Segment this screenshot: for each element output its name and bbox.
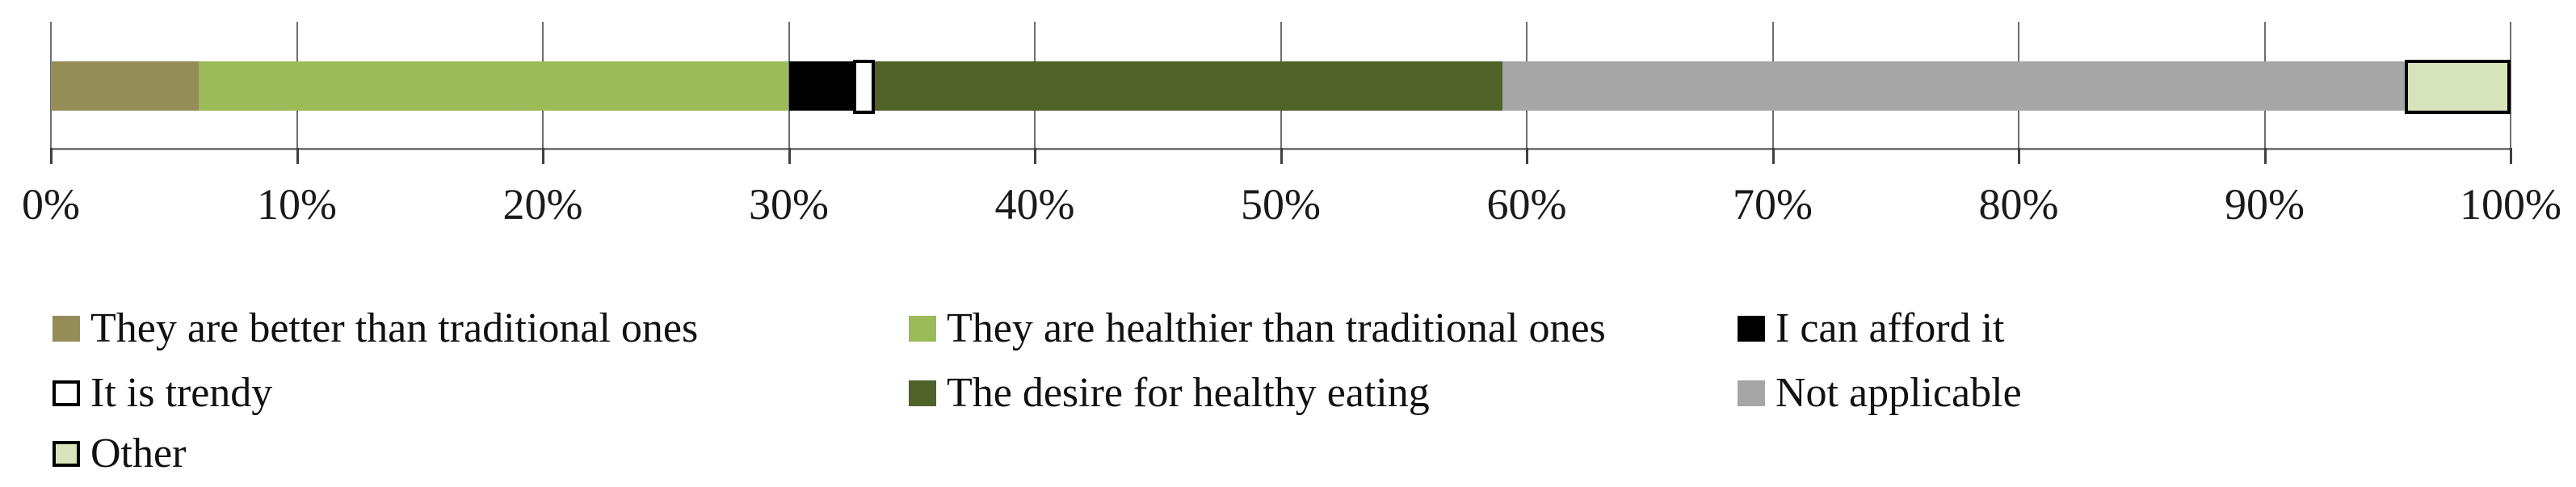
legend-item: It is trendy xyxy=(53,372,272,414)
bar-segment xyxy=(852,60,876,114)
legend-swatch xyxy=(1738,380,1765,406)
legend-label: Not applicable xyxy=(1775,370,2022,416)
axis-tick-label: 90% xyxy=(2225,180,2305,229)
bar-segment xyxy=(51,61,199,111)
legend-label: They are better than traditional ones xyxy=(90,305,699,351)
legend-item: They are better than traditional ones xyxy=(53,308,698,350)
axis-tick xyxy=(2263,148,2267,164)
axis-tick-label: 20% xyxy=(502,180,583,229)
axis-tick-label: 70% xyxy=(1733,180,1813,229)
axis-tick-label: 10% xyxy=(257,180,337,229)
legend-swatch xyxy=(1738,316,1765,342)
axis-tick xyxy=(50,148,53,164)
gridline xyxy=(2510,22,2511,148)
axis-tick xyxy=(1526,148,1528,164)
legend-label: The desire for healthy eating xyxy=(947,370,1430,416)
bar-segment xyxy=(198,61,789,111)
axis-tick xyxy=(542,148,544,164)
axis-tick xyxy=(2510,148,2512,164)
legend-item: The desire for healthy eating xyxy=(909,372,1430,414)
axis-tick xyxy=(1034,148,1036,164)
legend-label: It is trendy xyxy=(90,370,273,416)
axis-tick xyxy=(296,148,299,164)
legend-swatch xyxy=(909,316,936,342)
axis-tick-label: 60% xyxy=(1486,180,1567,229)
axis-tick-label: 0% xyxy=(22,180,80,229)
bar-segment xyxy=(1502,61,2406,111)
legend-swatch xyxy=(53,316,80,342)
axis-tick-label: 100% xyxy=(2460,180,2561,229)
axis-tick xyxy=(2018,148,2020,164)
legend-swatch xyxy=(53,380,80,406)
legend-label: Other xyxy=(90,430,187,477)
legend-swatch xyxy=(53,441,80,467)
legend-label: They are healthier than traditional ones xyxy=(947,305,1606,351)
legend-item: I can afford it xyxy=(1738,308,2004,350)
legend-item: Not applicable xyxy=(1738,372,2022,414)
legend-label: I can afford it xyxy=(1775,305,2005,351)
legend-item: They are healthier than traditional ones xyxy=(909,308,1606,350)
axis-tick-label: 50% xyxy=(1241,180,1321,229)
axis-tick-label: 30% xyxy=(749,180,829,229)
axis-tick xyxy=(788,148,791,164)
axis-tick xyxy=(1280,148,1283,164)
bar-segment xyxy=(875,61,1502,111)
axis-tick xyxy=(1771,148,1775,164)
legend-item: Other xyxy=(53,433,186,475)
axis-tick-label: 40% xyxy=(994,180,1075,229)
bar-segment xyxy=(2405,60,2511,114)
bar-segment xyxy=(788,61,853,111)
legend-swatch xyxy=(909,380,936,406)
axis-tick-label: 80% xyxy=(1978,180,2059,229)
